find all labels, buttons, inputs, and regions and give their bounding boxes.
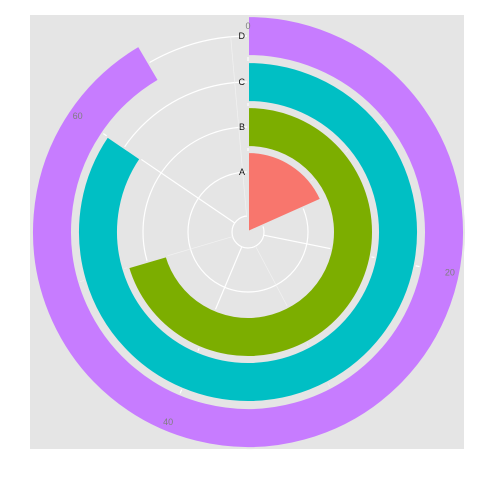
bar-D — [31, 14, 465, 449]
bar-layer — [31, 14, 465, 449]
angle-tick-label-20: 20 — [445, 268, 455, 278]
bar-B — [126, 105, 374, 358]
category-label-C: C — [239, 77, 246, 87]
category-label-B: B — [239, 122, 245, 132]
label-layer: A B C D0 20 40 60 — [73, 21, 455, 427]
bar-C — [77, 60, 419, 403]
category-label-D: D — [239, 31, 246, 41]
bar-A — [247, 150, 323, 234]
category-label-A: A — [239, 167, 245, 177]
angle-tick-label-60: 60 — [73, 111, 83, 121]
angle-tick-label-0: 0 — [245, 21, 250, 31]
angle-tick-label-40: 40 — [163, 417, 173, 427]
minor-gridline-70 — [230, 36, 247, 217]
